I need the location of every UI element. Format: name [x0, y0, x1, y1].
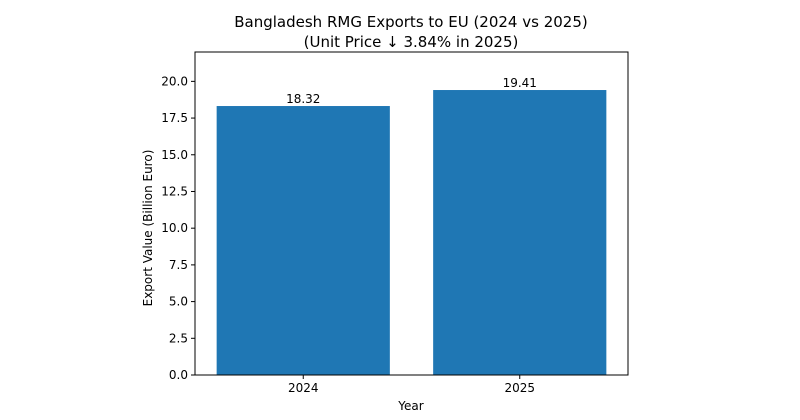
- bar-2024: [216, 106, 390, 376]
- x-axis: 2024 2025: [288, 375, 535, 395]
- data-labels-layer: 18.32 19.41: [286, 76, 537, 106]
- y-tick-label-7: 17.5: [161, 111, 188, 125]
- x-tick-label-2024: 2024: [288, 381, 319, 395]
- x-tick-label-2025: 2025: [504, 381, 535, 395]
- y-tick-label-3: 7.5: [169, 258, 188, 272]
- y-tick-label-2: 5.0: [169, 295, 188, 309]
- y-axis: 0.0 2.5 5.0 7.5 10.0 12.5 15.0 17.5 20.0: [161, 74, 195, 382]
- data-label-2024: 18.32: [286, 92, 320, 106]
- plot-frame: [194, 51, 629, 376]
- chart-title: Bangladesh RMG Exports to EU (2024 vs 20…: [234, 13, 587, 31]
- x-axis-label: Year: [397, 399, 423, 413]
- y-tick-label-0: 0.0: [169, 368, 188, 382]
- chart-subtitle: (Unit Price ↓ 3.84% in 2025): [304, 33, 519, 51]
- y-tick-label-5: 12.5: [161, 184, 188, 198]
- y-tick-label-4: 10.0: [161, 221, 188, 235]
- bar-2025: [433, 90, 607, 375]
- y-tick-label-1: 2.5: [169, 331, 188, 345]
- bars-layer: [216, 90, 607, 376]
- data-label-2025: 19.41: [503, 76, 537, 90]
- y-tick-label-6: 15.0: [161, 148, 188, 162]
- y-axis-label: Export Value (Billion Euro): [141, 150, 155, 307]
- y-tick-label-8: 20.0: [161, 74, 188, 88]
